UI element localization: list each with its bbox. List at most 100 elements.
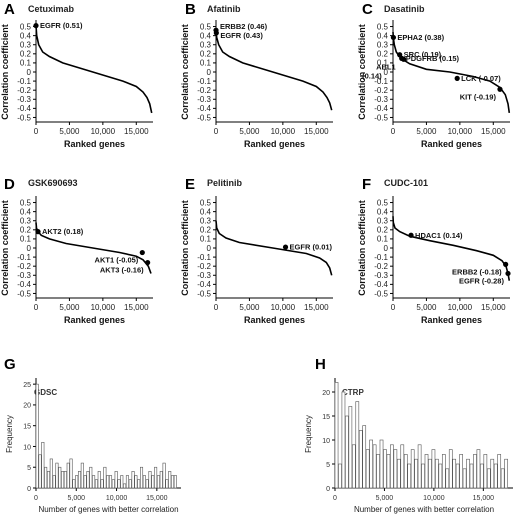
- gene-label: AKT3 (-0.16): [100, 266, 144, 275]
- histogram-bar: [414, 458, 418, 489]
- y-tick-label: 0.1: [377, 59, 389, 68]
- histogram-bar: [134, 475, 138, 489]
- histogram-bar: [128, 479, 132, 489]
- x-tick-label: 5,000: [376, 495, 394, 502]
- histogram-bar: [369, 439, 373, 489]
- histogram-bar: [49, 458, 53, 489]
- y-tick-label: 0.3: [377, 217, 389, 226]
- gene-label: AKT1 (-0.05): [95, 256, 139, 265]
- y-tick-label: -0.3: [374, 95, 388, 104]
- histogram-bar: [428, 458, 432, 489]
- axes: [215, 196, 333, 299]
- histogram-bar: [77, 471, 82, 489]
- histogram-bar: [338, 463, 342, 489]
- gene-label: ERBB2 (0.46): [220, 22, 268, 31]
- histogram-bar: [52, 475, 56, 489]
- y-tick-label: -0.4: [197, 280, 211, 289]
- y-tick-label: -0.4: [17, 104, 31, 113]
- y-tick-label: -0.1: [197, 77, 211, 86]
- x-tick-label: 0: [214, 303, 219, 312]
- histogram-bar: [145, 479, 149, 489]
- y-tick-label: 0.4: [200, 207, 212, 216]
- histogram-bar: [410, 449, 415, 489]
- axes: [35, 20, 153, 123]
- x-axis-title: Number of genes with better correlation: [38, 505, 178, 514]
- panel-letter: A: [4, 1, 15, 18]
- y-tick-label: -0.5: [17, 113, 31, 122]
- histogram-bar: [173, 475, 177, 489]
- gene-point: [454, 75, 460, 81]
- panel-b: B Afatinib0.50.40.30.20.10-0.1-0.2-0.3-0.…: [180, 1, 333, 149]
- histogram-bar: [151, 475, 155, 489]
- y-tick-label: -0.3: [197, 271, 211, 280]
- panel-title: GDSC: [34, 388, 57, 397]
- gene-label: LCK (-0.07): [461, 74, 501, 83]
- histogram-bar: [58, 466, 62, 489]
- histogram-bar: [407, 463, 412, 489]
- histogram-bar: [396, 458, 401, 489]
- histogram-bar: [38, 454, 42, 489]
- y-tick-label: 0.5: [200, 198, 212, 207]
- histogram-bar: [80, 462, 84, 489]
- y-tick-label: 0.1: [200, 59, 212, 68]
- x-tick-label: 15,000: [146, 495, 168, 502]
- histogram-bar: [424, 454, 429, 489]
- histogram-bar: [142, 475, 146, 489]
- panel-letter: C: [362, 1, 373, 18]
- x-tick-label: 0: [333, 495, 337, 502]
- y-tick-label: -0.1: [17, 77, 31, 86]
- panel-letter: G: [4, 356, 16, 373]
- x-axis-title: Ranked genes: [64, 139, 125, 149]
- y-tick-label: -0.1: [17, 253, 31, 262]
- x-tick-label: 0: [391, 303, 396, 312]
- histogram-bar: [459, 454, 463, 489]
- gene-label: ERBB2 (-0.18): [452, 267, 502, 276]
- y-tick-label: -0.2: [374, 262, 388, 271]
- y-tick-label: 25: [23, 382, 31, 389]
- histogram-bar: [55, 462, 59, 489]
- x-tick-label: 10,000: [271, 303, 296, 312]
- x-tick-label: 15,000: [124, 127, 149, 136]
- y-tick-label: -0.4: [197, 104, 211, 113]
- histogram-bar: [61, 471, 65, 489]
- histogram-bar: [376, 454, 380, 489]
- histogram-bar: [106, 475, 110, 489]
- histogram-bar: [421, 463, 425, 489]
- y-tick-label: 0.1: [20, 235, 32, 244]
- x-tick-label: 10,000: [106, 495, 128, 502]
- histogram-bar: [35, 383, 39, 489]
- y-axis-title: Frequency: [5, 415, 14, 453]
- x-tick-label: 10,000: [91, 127, 116, 136]
- histogram-bar: [83, 475, 87, 489]
- y-tick-label: 0.4: [200, 31, 212, 40]
- y-tick-label: 0.2: [20, 226, 32, 235]
- panel-title: GSK690693: [28, 178, 78, 188]
- histogram-bar: [504, 458, 508, 489]
- panel-d: D GSK6906930.50.40.30.20.10-0.1-0.2-0.3-0…: [0, 176, 153, 325]
- histogram-bar: [438, 463, 443, 489]
- y-tick-label: -0.4: [17, 280, 31, 289]
- y-tick-label: 0.3: [200, 217, 212, 226]
- gene-point: [33, 23, 39, 29]
- y-tick-label: 0.2: [20, 50, 32, 59]
- data-curve: [392, 31, 511, 114]
- y-tick-label: -0.1: [374, 253, 388, 262]
- histogram-bar: [431, 449, 436, 489]
- y-tick-label: 10: [23, 444, 31, 451]
- histogram-bar: [109, 475, 113, 489]
- y-axis-title: Correlation coefficient: [180, 200, 190, 296]
- gene-point: [503, 261, 509, 267]
- y-tick-label: 0.1: [377, 235, 389, 244]
- y-tick-label: 0.5: [20, 198, 32, 207]
- gene-label: EGFR (-0.28): [459, 276, 505, 285]
- panel-letter: D: [4, 176, 15, 193]
- y-tick-label: 0.5: [20, 22, 32, 31]
- histogram-bar: [94, 479, 98, 489]
- y-tick-label: 0.2: [200, 226, 212, 235]
- histogram-bar: [165, 479, 169, 489]
- histogram-bar: [469, 463, 474, 489]
- histogram-bar: [341, 391, 346, 489]
- gene-point: [401, 56, 407, 62]
- gene-point: [282, 244, 289, 250]
- gene-point: [139, 249, 145, 256]
